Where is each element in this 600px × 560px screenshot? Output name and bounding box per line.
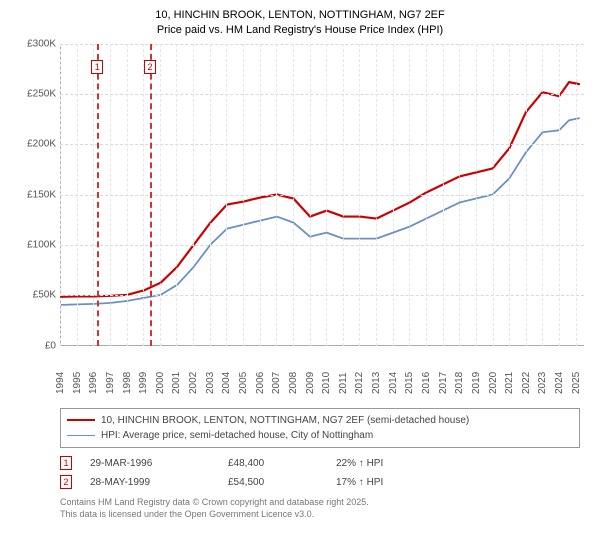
y-tick-label: £200K xyxy=(12,139,60,150)
legend: 10, HINCHIN BROOK, LENTON, NOTTINGHAM, N… xyxy=(60,408,580,448)
legend-item: HPI: Average price, semi-detached house,… xyxy=(67,428,573,443)
sales-table: 1 29-MAR-1996 £48,400 22% ↑ HPI 2 28-MAY… xyxy=(60,454,580,492)
gridline-v xyxy=(60,44,61,346)
x-tick-label: 2025 xyxy=(576,346,598,404)
series-line-hpi xyxy=(61,118,579,305)
gridline-v xyxy=(359,44,360,346)
gridline-v xyxy=(110,44,111,346)
gridline-v xyxy=(326,44,327,346)
gridline-v xyxy=(276,44,277,346)
title-line1: 10, HINCHIN BROOK, LENTON, NOTTINGHAM, N… xyxy=(12,8,588,23)
sale-event-line xyxy=(150,44,152,346)
footnote: Contains HM Land Registry data © Crown c… xyxy=(60,496,588,520)
sale-price: £48,400 xyxy=(228,454,318,473)
y-tick-label: £300K xyxy=(12,38,60,49)
gridline-v xyxy=(459,44,460,346)
y-tick-label: £150K xyxy=(12,189,60,200)
sale-event-line xyxy=(97,44,99,346)
table-row: 1 29-MAR-1996 £48,400 22% ↑ HPI xyxy=(60,454,580,473)
gridline-v xyxy=(77,44,78,346)
gridline-v xyxy=(426,44,427,346)
footnote-line: This data is licensed under the Open Gov… xyxy=(60,508,588,520)
gridline-v xyxy=(376,44,377,346)
gridline-v xyxy=(393,44,394,346)
title-line2: Price paid vs. HM Land Registry's House … xyxy=(12,23,588,38)
gridline-v xyxy=(493,44,494,346)
gridline-h xyxy=(60,94,584,95)
gridline-v xyxy=(243,44,244,346)
gridline-v xyxy=(210,44,211,346)
legend-item: 10, HINCHIN BROOK, LENTON, NOTTINGHAM, N… xyxy=(67,413,573,428)
gridline-h xyxy=(60,195,584,196)
gridline-v xyxy=(226,44,227,346)
gridline-v xyxy=(559,44,560,346)
gridline-v xyxy=(310,44,311,346)
sale-marker-icon: 1 xyxy=(60,456,72,470)
gridline-v xyxy=(160,44,161,346)
y-tick-label: £0 xyxy=(12,340,60,351)
gridline-v xyxy=(476,44,477,346)
sale-delta: 22% ↑ HPI xyxy=(336,454,416,473)
gridline-h xyxy=(60,245,584,246)
chart-container: 10, HINCHIN BROOK, LENTON, NOTTINGHAM, N… xyxy=(0,0,600,560)
sale-delta: 17% ↑ HPI xyxy=(336,473,416,492)
gridline-v xyxy=(409,44,410,346)
gridline-v xyxy=(143,44,144,346)
y-tick-label: £50K xyxy=(12,290,60,301)
footnote-line: Contains HM Land Registry data © Crown c… xyxy=(60,496,588,508)
sale-event-marker: 1 xyxy=(91,60,103,74)
gridline-h xyxy=(60,295,584,296)
gridline-v xyxy=(542,44,543,346)
y-tick-label: £100K xyxy=(12,240,60,251)
gridline-h xyxy=(60,144,584,145)
gridline-v xyxy=(93,44,94,346)
gridline-v xyxy=(127,44,128,346)
chart-area: £0£50K£100K£150K£200K£250K£300K199419951… xyxy=(12,44,588,404)
sale-date: 28-MAY-1999 xyxy=(90,473,210,492)
gridline-v xyxy=(443,44,444,346)
legend-swatch xyxy=(67,419,95,421)
gridline-h xyxy=(60,44,584,45)
legend-label: 10, HINCHIN BROOK, LENTON, NOTTINGHAM, N… xyxy=(101,413,469,428)
sale-event-marker: 2 xyxy=(144,60,156,74)
gridline-v xyxy=(526,44,527,346)
legend-label: HPI: Average price, semi-detached house,… xyxy=(101,428,373,443)
legend-swatch xyxy=(67,435,95,436)
gridline-v xyxy=(260,44,261,346)
gridline-v xyxy=(176,44,177,346)
series-line-price_paid xyxy=(61,82,579,297)
sale-marker-icon: 2 xyxy=(60,475,72,489)
gridline-v xyxy=(576,44,577,346)
y-tick-label: £250K xyxy=(12,89,60,100)
sale-price: £54,500 xyxy=(228,473,318,492)
gridline-v xyxy=(509,44,510,346)
gridline-v xyxy=(343,44,344,346)
sale-date: 29-MAR-1996 xyxy=(90,454,210,473)
gridline-v xyxy=(193,44,194,346)
chart-title: 10, HINCHIN BROOK, LENTON, NOTTINGHAM, N… xyxy=(12,8,588,38)
gridline-v xyxy=(293,44,294,346)
table-row: 2 28-MAY-1999 £54,500 17% ↑ HPI xyxy=(60,473,580,492)
